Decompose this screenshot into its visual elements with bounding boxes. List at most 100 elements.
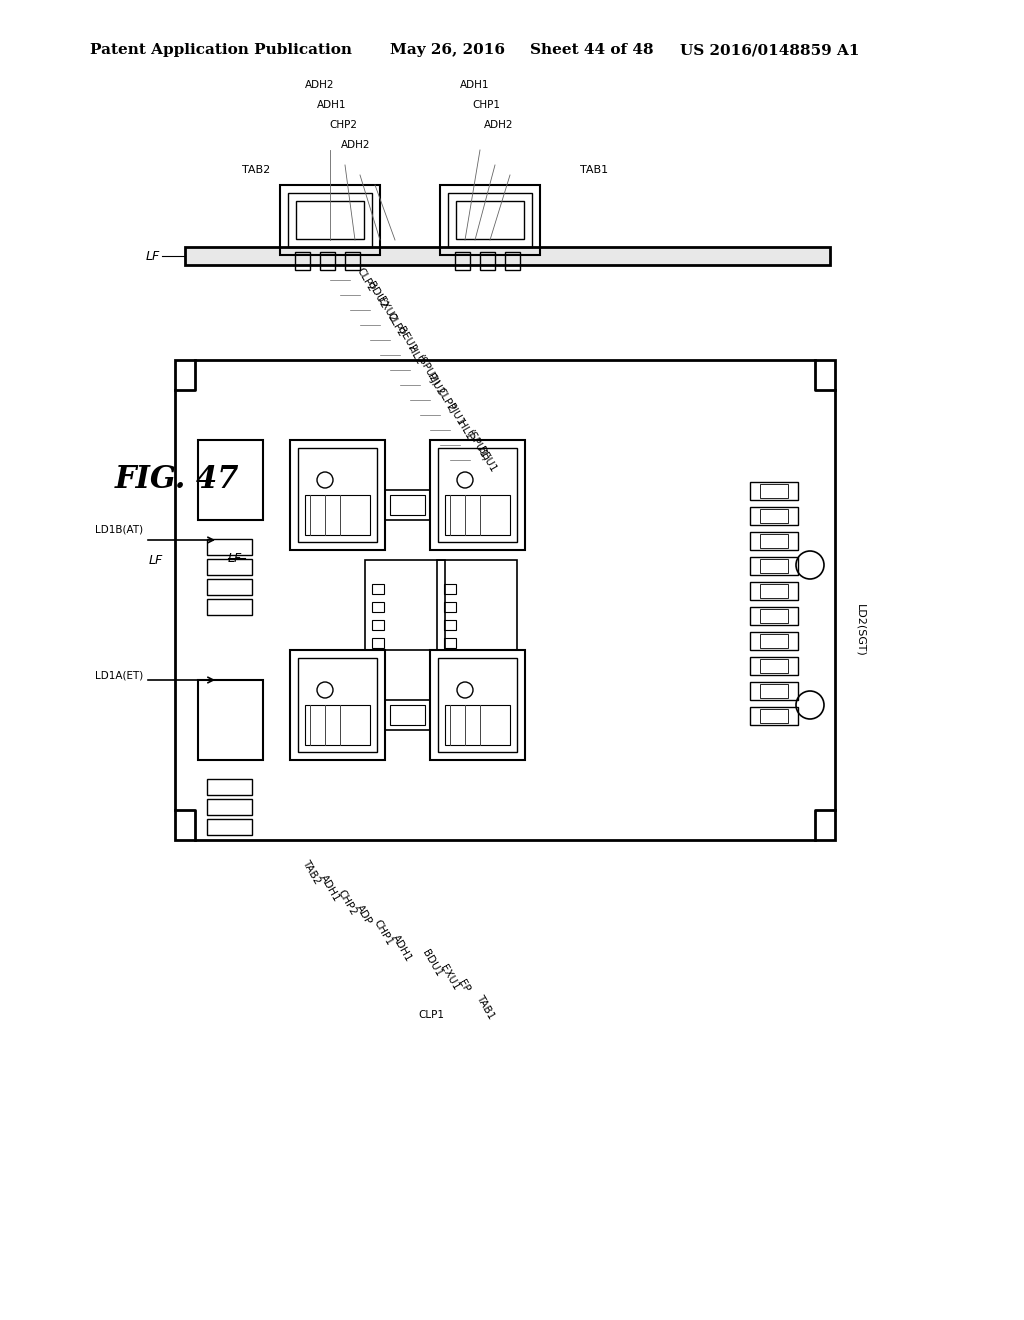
Text: ADP: ADP (354, 903, 374, 927)
Text: EXU2: EXU2 (375, 296, 397, 325)
Bar (207, 779, 252, 795)
Bar (298, 657, 377, 752)
Bar (207, 579, 252, 595)
Text: US 2016/0148859 A1: US 2016/0148859 A1 (680, 44, 859, 57)
Bar (175, 360, 835, 840)
Bar (319, 252, 335, 271)
Bar (430, 649, 525, 760)
Bar (385, 490, 430, 520)
Bar (207, 599, 252, 615)
Bar (305, 705, 370, 744)
Text: LF: LF (148, 553, 163, 566)
Text: FIG. 47: FIG. 47 (115, 465, 240, 495)
Bar (345, 252, 360, 271)
Bar (290, 440, 385, 550)
Bar (372, 638, 384, 648)
Text: TAB2: TAB2 (300, 858, 322, 886)
Bar (198, 440, 263, 520)
Text: ADH2: ADH2 (305, 81, 335, 90)
Bar (455, 252, 470, 271)
Bar (760, 583, 788, 598)
Text: ADH2: ADH2 (484, 120, 513, 129)
Text: BEU2: BEU2 (395, 326, 418, 355)
Text: May 26, 2016: May 26, 2016 (390, 44, 505, 57)
Bar (750, 507, 798, 525)
Text: (SPU1): (SPU1) (465, 428, 492, 462)
Bar (750, 532, 798, 550)
Text: BEU1: BEU1 (475, 445, 498, 474)
Text: EP: EP (456, 978, 471, 994)
Bar (760, 684, 788, 698)
Bar (385, 700, 430, 730)
Bar (207, 799, 252, 814)
Text: ADH1: ADH1 (460, 81, 489, 90)
Bar (438, 447, 517, 543)
Bar (760, 510, 788, 523)
Bar (444, 638, 456, 648)
Text: CLP2: CLP2 (435, 387, 457, 413)
Bar (444, 602, 456, 612)
Text: TAB1: TAB1 (474, 993, 496, 1020)
Text: CLP2: CLP2 (385, 312, 407, 339)
Bar (390, 495, 425, 515)
Bar (440, 185, 540, 255)
Bar (430, 440, 525, 550)
Bar (207, 539, 252, 554)
Text: CLP2: CLP2 (355, 267, 377, 294)
Bar (760, 709, 788, 723)
Text: CHP2: CHP2 (329, 120, 357, 129)
Bar (390, 705, 425, 725)
Bar (438, 657, 517, 752)
Text: PJU1: PJU1 (445, 403, 465, 428)
Bar (288, 193, 372, 247)
Bar (760, 558, 788, 573)
Bar (296, 201, 364, 239)
Text: LF: LF (145, 249, 160, 263)
Text: Patent Application Publication: Patent Application Publication (90, 44, 352, 57)
Text: EXU1: EXU1 (438, 964, 461, 993)
Bar (280, 185, 380, 255)
Bar (760, 484, 788, 498)
Bar (760, 634, 788, 648)
Text: LD2(SGT): LD2(SGT) (855, 603, 865, 656)
Bar (290, 649, 385, 760)
Text: ADH1: ADH1 (317, 100, 346, 110)
Bar (295, 252, 310, 271)
Bar (298, 447, 377, 543)
Bar (365, 560, 445, 649)
Bar (372, 583, 384, 594)
Bar (444, 583, 456, 594)
Bar (760, 535, 788, 548)
Bar (760, 609, 788, 623)
Bar (445, 495, 510, 535)
Text: CHP2: CHP2 (336, 888, 358, 917)
Text: LD1A(ET): LD1A(ET) (95, 671, 143, 680)
Bar (750, 607, 798, 624)
Text: BDU2: BDU2 (365, 280, 388, 310)
Bar (372, 602, 384, 612)
Bar (372, 620, 384, 630)
Text: HL2: HL2 (406, 343, 424, 366)
Bar (444, 620, 456, 630)
Text: CHP1: CHP1 (372, 917, 394, 948)
Text: ADH1: ADH1 (390, 933, 414, 964)
Bar (760, 659, 788, 673)
Text: TAB2: TAB2 (242, 165, 270, 176)
Bar (750, 482, 798, 500)
Bar (750, 657, 798, 675)
Text: CHP1: CHP1 (472, 100, 500, 110)
Bar (505, 252, 520, 271)
Text: BDU1: BDU1 (420, 948, 443, 978)
Bar (456, 201, 524, 239)
Bar (449, 193, 532, 247)
Bar (750, 632, 798, 649)
Text: HL1: HL1 (455, 418, 474, 441)
Bar (480, 252, 495, 271)
Text: LF: LF (228, 552, 243, 565)
Bar (445, 705, 510, 744)
Text: PJU2: PJU2 (425, 372, 445, 397)
Bar (750, 708, 798, 725)
Text: (SPU2): (SPU2) (415, 352, 441, 388)
Text: Sheet 44 of 48: Sheet 44 of 48 (530, 44, 653, 57)
Text: ADH1: ADH1 (318, 873, 341, 904)
